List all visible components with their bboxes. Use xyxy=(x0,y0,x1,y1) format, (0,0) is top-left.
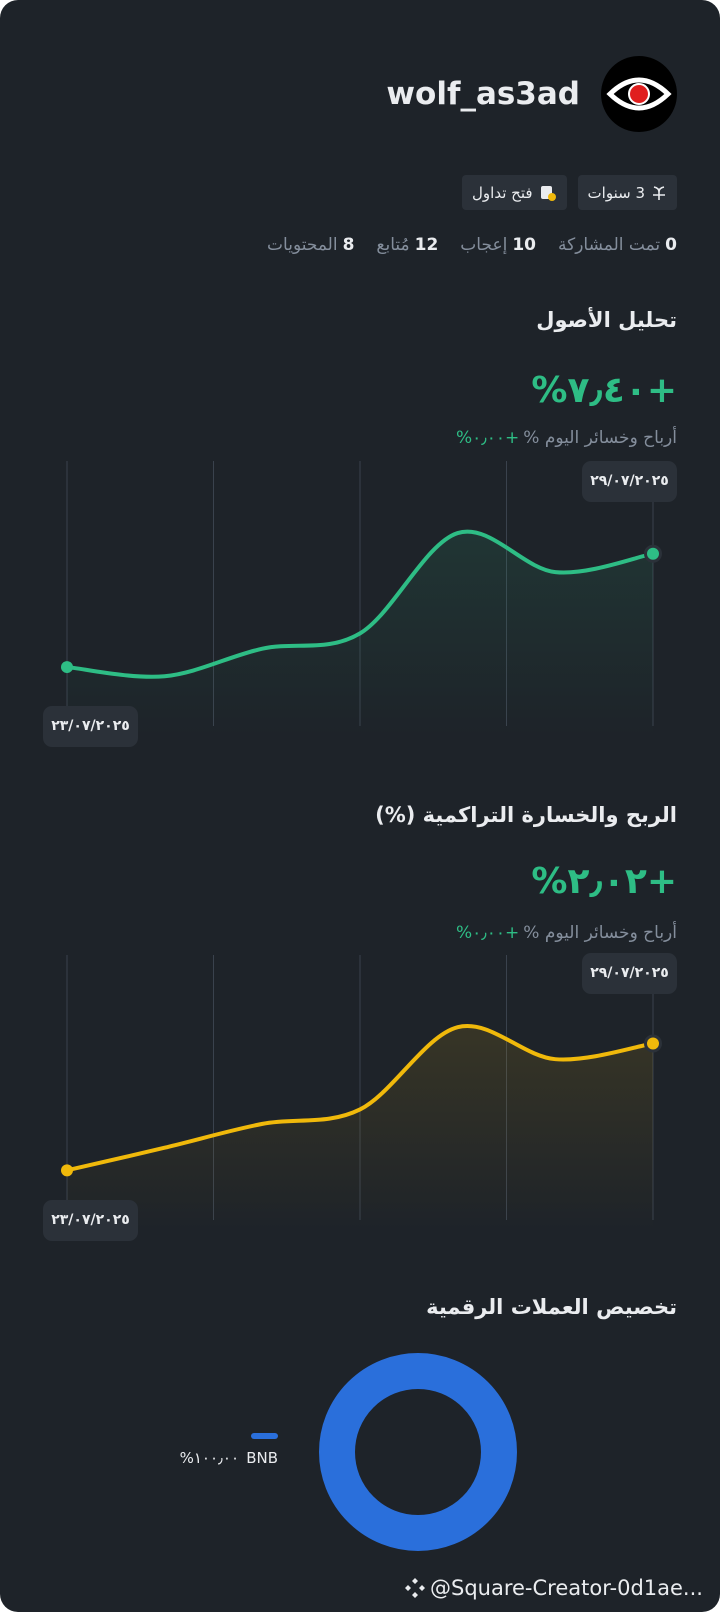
badge: 3 سنوات xyxy=(577,175,677,210)
line-series xyxy=(65,529,655,679)
line-area xyxy=(67,1025,653,1230)
end-point xyxy=(644,1034,662,1053)
username[interactable]: wolf_as3ad xyxy=(386,76,580,112)
avatar[interactable] xyxy=(601,56,677,132)
date-badge: ٢٣/٠٧/٢٠٢٥ xyxy=(43,706,138,747)
badge-icon xyxy=(653,185,665,200)
badge-text: فتح تداول xyxy=(472,183,533,202)
stat-label: مُتابع xyxy=(376,235,410,255)
stat-label: إعجاب xyxy=(460,235,508,255)
stats-row: 0تمت المشاركة 10إعجاب 12مُتابع 8المحتويا… xyxy=(267,232,677,258)
footer-text: @Square-Creator-0d1ae... xyxy=(430,1576,703,1600)
legend-swatch xyxy=(251,1433,278,1439)
start-point xyxy=(61,661,73,674)
legend-value: ١٠٠٫٠٠% xyxy=(179,1449,239,1467)
section-title: تخصيص العملات الرقمية xyxy=(426,1295,677,1319)
stat[interactable]: 12مُتابع xyxy=(376,232,438,258)
headline-value: +٧٫٤٠% xyxy=(531,370,677,411)
section-title: الربح والخسارة التراكمية (%) xyxy=(375,803,677,827)
stat-label: المحتويات xyxy=(267,235,338,255)
stat-value: 0 xyxy=(665,235,677,255)
section-title: تحليل الأصول xyxy=(536,308,677,332)
legend-label: BNB xyxy=(246,1449,278,1467)
stat-value: 10 xyxy=(512,235,536,255)
subtitle-value: +٠٫٠٠% xyxy=(455,428,520,448)
subtitle: أرباح وخسائر اليوم %+٠٫٠٠% xyxy=(456,920,677,946)
subtitle-label: أرباح وخسائر اليوم % xyxy=(523,923,677,943)
date-badge: ٢٣/٠٧/٢٠٢٥ xyxy=(43,1200,138,1241)
headline-value: +٢٫٠٢% xyxy=(531,861,677,902)
stat[interactable]: 0تمت المشاركة xyxy=(558,232,677,258)
subtitle-value: +٠٫٠٠% xyxy=(455,923,520,943)
start-point xyxy=(61,1164,73,1177)
line-series xyxy=(65,1023,655,1173)
badge-icon xyxy=(540,185,556,201)
badges: 3 سنوات فتح تداول xyxy=(462,175,677,210)
footer[interactable]: @Square-Creator-0d1ae... xyxy=(404,1574,703,1602)
date-badge: ٢٩/٠٧/٢٠٢٥ xyxy=(582,461,677,502)
stat-label: تمت المشاركة xyxy=(558,235,661,255)
date-badge: ٢٩/٠٧/٢٠٢٥ xyxy=(582,953,677,994)
end-point xyxy=(644,544,662,563)
stat[interactable]: 10إعجاب xyxy=(460,232,536,258)
stat[interactable]: 8المحتويات xyxy=(267,232,354,258)
badge-text: 3 سنوات xyxy=(587,183,645,202)
badge[interactable]: فتح تداول xyxy=(462,175,567,210)
stat-value: 12 xyxy=(414,235,439,255)
stat-value: 8 xyxy=(342,235,355,255)
subtitle-label: أرباح وخسائر اليوم % xyxy=(523,428,677,448)
footer-icon xyxy=(405,1578,425,1598)
subtitle: أرباح وخسائر اليوم %+٠٫٠٠% xyxy=(456,425,677,451)
donut-segment xyxy=(319,1353,517,1551)
